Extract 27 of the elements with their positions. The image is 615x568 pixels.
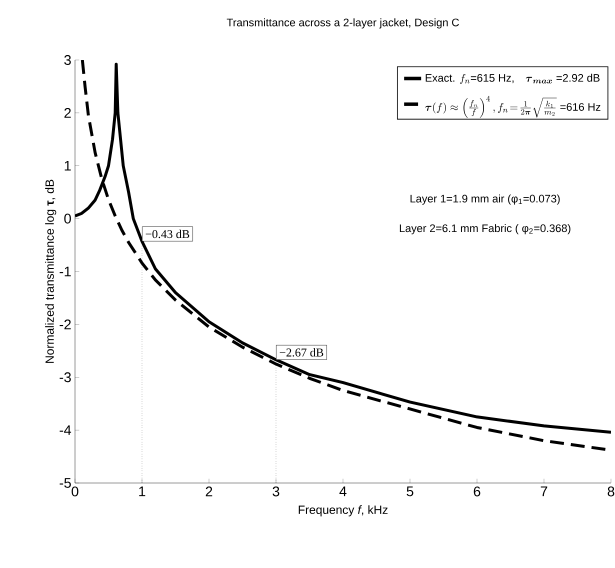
y-tick-label: 1	[64, 160, 71, 171]
x-tick-label: 3	[272, 486, 280, 496]
x-tick-label: 5	[406, 486, 414, 496]
legend-label: $\mbox{Exact. }f_n\mbox{=615 Hz,}\quad \boldsymbol{\tau}_{\boldsymbol{max}}\mbox{ =2.92 dB}$	[426, 74, 600, 84]
annotation: Layer 1=1.9 mm air (φ$_{1}$=0.073)	[410, 194, 560, 205]
y-tick-label: -5	[60, 478, 71, 488]
x-tick-label: 1	[139, 486, 146, 496]
x-tick-label: 4	[339, 486, 346, 496]
y-tick-label: 2	[64, 108, 71, 118]
y-tick-label: 3	[64, 55, 71, 65]
legend-label: $\boldsymbol{\tau}(f)\approx\left(\frac{f_n}{f}\right)^4, f_n\!=\!\frac{1}{2\boldsymbol{\pi}}\sqrt{\frac{k_1}{m_2}}\mbox{ =616 Hz}$	[425, 96, 600, 118]
x-tick-label: 2	[206, 486, 212, 496]
x-axis-title: Frequency f, kHz	[298, 505, 388, 516]
y-tick-label: 0	[64, 214, 71, 224]
x-tick-label: 6	[474, 486, 480, 496]
annotation: −2.67 dB	[280, 348, 324, 357]
x-tick-label: 8	[608, 486, 614, 496]
x-tick-label: 0	[72, 486, 78, 496]
y-tick-label: -1	[60, 266, 71, 276]
annotation: −0.43 dB	[146, 230, 190, 238]
x-tick-label: 7	[540, 486, 548, 496]
annotation: Layer 2=6.1 mm Fabric ( φ$_{2}$=0.368)	[400, 224, 570, 234]
y-tick-label: -3	[60, 372, 71, 382]
y-tick-label: -2	[60, 319, 71, 330]
chart-title: Transmittance across a 2-layer jacket, Design C	[226, 18, 459, 28]
y-tick-label: -4	[60, 425, 72, 435]
y-axis-title: Normalized transmittance log τ, dB	[45, 180, 56, 363]
